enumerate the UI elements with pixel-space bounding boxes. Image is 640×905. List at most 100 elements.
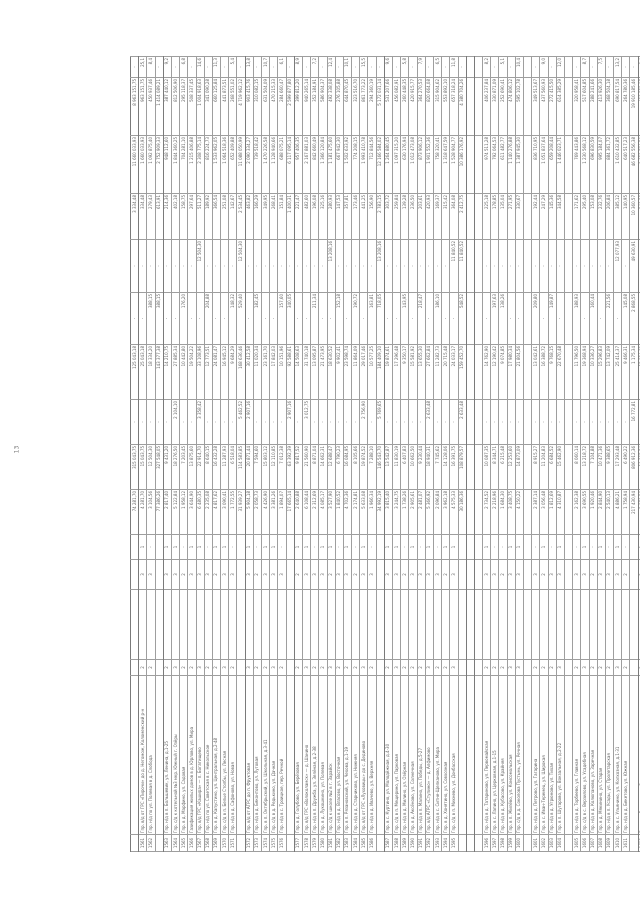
table-cell: в том числе введённым в эксплуатацию: [466,675,475,835]
table-cell: 3 [605,559,614,590]
table-cell [466,534,475,560]
table-cell: 3 [302,559,311,590]
table-cell: 173,46 [351,193,360,240]
table-cell: 11 830,19 [392,444,401,490]
table-cell: Гпр. н/д в п. Малино, ул. Победы, д.5-27 [417,675,426,835]
table-cell: 2 [228,659,237,676]
table-cell: 217 430,94 [629,489,639,535]
table-row: 1564 Гпр. с/д к котельной №3 мкр. Южный г… [171,56,180,852]
table-cell: 17 293,48 [613,444,622,490]
table-cell: 182,45 [253,292,262,345]
table-cell: 2 [335,659,344,676]
table-cell: 143,95 [400,292,409,345]
table-cell: 1 [539,534,549,560]
table-cell [417,589,426,660]
table-cell: 1564 [171,834,180,852]
table-cell: 470 215,33 [269,77,278,136]
table-cell: 14 508,63 [294,344,303,400]
table-cell: 189,92 [204,193,213,240]
table-cell: - [163,292,172,345]
table-cell: 3 [515,559,524,590]
table-cell: - [408,239,418,293]
table-cell [482,589,491,660]
table-cell: 1 [597,534,606,560]
table-cell: 10 087,35 [482,444,491,490]
table-cell: - [539,239,549,293]
table-cell: 1576 [277,834,287,852]
table-cell: - [163,399,172,445]
table-cell: 13 208,16 [376,239,385,293]
table-cell: - [572,239,581,293]
table-cell: 5,4 [228,56,237,78]
table-cell: - [449,399,458,445]
table-cell: 3 [220,659,229,676]
table-cell: - [433,399,442,445]
table-cell: 2 [572,659,581,676]
table-cell: 3 [507,659,516,676]
table-cell: Всего по Программе газификации населённы… [629,675,639,835]
table-cell: 27 662,84 [425,344,434,400]
table-cell: 1 387 945,30 [515,135,524,194]
table-cell: - [187,56,196,78]
table-cell: 12 190,42 [490,344,499,400]
table-cell: 10,1 [343,56,352,78]
table-cell: - [212,399,221,445]
table-cell: 19 910 185,46 [629,77,639,136]
table-cell: 20 715,48 [441,344,450,400]
table-cell: 1 528 904,77 [449,135,458,194]
table-cell: - [400,239,409,293]
table-cell: - [261,239,270,293]
table-cell: 2 387,14 [531,489,540,535]
table-cell: 2 [597,659,606,676]
table-cell: 2 [441,659,450,676]
table-cell: 17 665,14 [286,489,295,535]
table-cell: 9 768,15 [548,344,557,400]
table-cell: 1591 [417,834,426,852]
table-cell: 9,0 [539,56,549,78]
table-cell: 1 [294,534,303,560]
table-cell: 3 [269,559,278,590]
table-cell [474,344,483,400]
table-cell: 1602 [539,834,549,852]
table-cell: 19 368,94 [580,344,589,400]
table-cell: 482,60 [302,193,311,240]
table-cell: 3 [359,559,368,590]
table-cell [523,135,532,194]
table-cell: 3 [556,659,565,676]
table-cell [531,589,540,660]
table-cell: 186,10 [433,292,442,345]
table-cell [441,589,450,660]
table-cell: - [515,399,524,445]
table-cell: 7,5 [597,56,606,78]
table-cell: 861 773,22 [359,77,368,136]
table-cell: 13 542,87 [384,444,393,490]
table-row: 1609 Гпр. н/д в п. Усады, ул. Пролетарска… [605,56,614,852]
table-row: 1561 Гпр. в/д от ГРС «Пирочи» до д. Негом… [138,56,147,852]
table-cell: 3 [335,559,344,590]
table-cell: 2 218,96 [490,489,499,535]
table-cell: - [548,399,557,445]
table-cell: 1588 [392,834,401,852]
table-cell: 3 244,75 [392,489,401,535]
table-cell: 6 790,23 [335,444,344,490]
table-cell: 46 682 556,38 [629,135,639,194]
table-cell [474,589,483,660]
table-cell: 1 [507,534,516,560]
table-cell: 1 758,94 [621,489,630,535]
table-cell: 5 122,84 [171,489,180,535]
table-cell: Гпр. н/д в д. Угрюмово, ул. Тихая [548,675,557,835]
table-row: 1574 Гпр. в п. Октябрьский, ул. Школьная,… [261,56,270,852]
table-cell: Гпр. в п. Шугарово, ул. Вокзальная, д.2-… [556,675,565,835]
table-cell: 1585 [359,834,368,852]
table-row: 1602 Гпр. в с. Иван-Теремец, ул. Широкая 2… [539,56,549,852]
table-cell: 149,87 [548,292,557,345]
table-cell [171,589,180,660]
table-cell: - [236,56,246,78]
table-cell: 1606 [580,834,589,852]
table-cell: Гпр. в д. Капустино, ул. Центральная, д.… [212,675,221,835]
table-cell: 2 [367,659,377,676]
table-cell: 957 406,35 [294,135,303,194]
table-cell: 13 875,60 [187,444,196,490]
table-cell: Итого по объектам, переданным в муниципа… [458,675,467,835]
